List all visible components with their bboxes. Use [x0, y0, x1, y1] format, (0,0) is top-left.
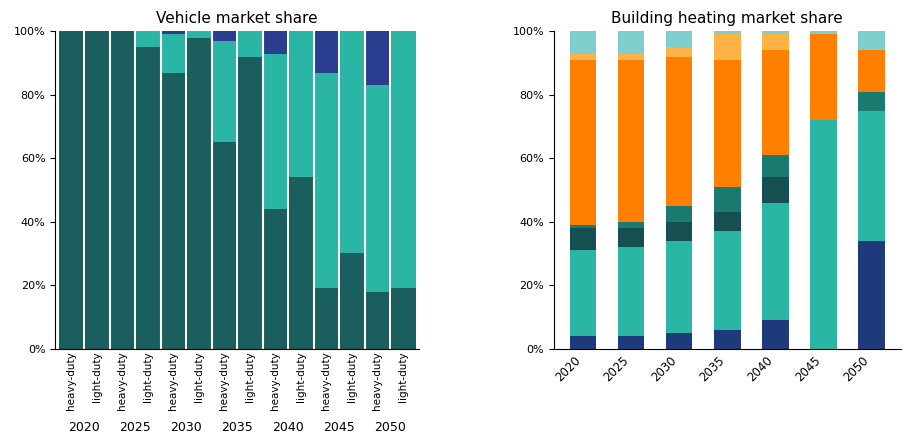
Bar	[263, 54, 288, 209]
Bar	[263, 209, 288, 349]
Bar	[762, 34, 789, 51]
Bar	[666, 57, 692, 206]
Bar	[666, 206, 692, 222]
Bar	[211, 41, 236, 142]
Bar	[762, 320, 789, 349]
Bar	[391, 288, 415, 349]
Bar	[289, 177, 313, 349]
Bar	[618, 31, 644, 54]
Bar	[161, 72, 186, 349]
Bar	[858, 110, 885, 241]
Bar	[570, 250, 596, 336]
Title: Building heating market share: Building heating market share	[611, 11, 844, 26]
Bar	[618, 247, 644, 336]
Bar	[263, 31, 288, 54]
Bar	[858, 51, 885, 92]
Bar	[340, 31, 365, 253]
Bar	[762, 202, 789, 320]
Bar	[762, 51, 789, 155]
Bar	[570, 54, 596, 60]
Bar	[570, 228, 596, 250]
Bar	[618, 222, 644, 228]
Bar	[136, 31, 161, 47]
Text: 2020: 2020	[68, 421, 100, 434]
Bar	[811, 31, 837, 34]
Title: Vehicle market share: Vehicle market share	[156, 11, 318, 26]
Bar	[161, 34, 186, 72]
Bar	[714, 231, 741, 329]
Text: 2030: 2030	[170, 421, 202, 434]
Bar	[391, 31, 415, 288]
Bar	[59, 31, 84, 349]
Bar	[136, 47, 161, 349]
Text: 2035: 2035	[221, 421, 253, 434]
Bar	[570, 336, 596, 349]
Bar	[238, 57, 263, 349]
Bar	[666, 241, 692, 333]
Bar	[161, 31, 186, 34]
Legend: other, fuel oil, natural gas, hydrogen-ready, wood, electric baseboard, heat pum: other, fuel oil, natural gas, hydrogen-r…	[916, 127, 919, 253]
Bar	[858, 31, 885, 51]
Bar	[187, 38, 211, 349]
Bar	[714, 31, 741, 34]
Bar	[666, 333, 692, 349]
Text: 2025: 2025	[119, 421, 151, 434]
Bar	[811, 120, 837, 349]
Bar	[365, 31, 390, 85]
Bar	[618, 336, 644, 349]
Bar	[762, 31, 789, 34]
Bar	[666, 47, 692, 57]
Bar	[340, 253, 365, 349]
Bar	[762, 177, 789, 202]
Bar	[858, 241, 885, 349]
Bar	[85, 31, 109, 349]
Bar	[618, 54, 644, 60]
Bar	[811, 34, 837, 120]
Bar	[187, 31, 211, 38]
Bar	[714, 34, 741, 60]
Bar	[238, 31, 263, 57]
Bar	[714, 329, 741, 349]
Text: 2050: 2050	[374, 421, 406, 434]
Bar	[618, 60, 644, 222]
Bar	[762, 155, 789, 177]
Bar	[211, 142, 236, 349]
Bar	[858, 92, 885, 111]
Bar	[618, 228, 644, 247]
Bar	[313, 288, 338, 349]
Bar	[85, 25, 109, 31]
Bar	[289, 31, 313, 177]
Bar	[109, 31, 134, 349]
Bar	[570, 31, 596, 54]
Text: 2045: 2045	[323, 421, 355, 434]
Bar	[714, 212, 741, 231]
Bar	[666, 222, 692, 241]
Bar	[365, 85, 390, 291]
Bar	[313, 72, 338, 288]
Bar	[666, 31, 692, 47]
Bar	[714, 60, 741, 187]
Bar	[365, 291, 390, 349]
Text: 2040: 2040	[272, 421, 304, 434]
Bar	[714, 187, 741, 212]
Bar	[570, 225, 596, 228]
Bar	[211, 31, 236, 41]
Bar	[313, 31, 338, 72]
Bar	[570, 60, 596, 225]
